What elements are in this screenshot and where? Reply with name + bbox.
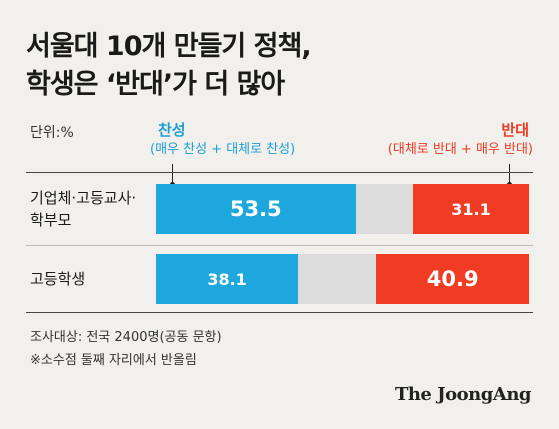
bar-segment-oppose: 40.9: [376, 254, 529, 304]
legend-support-name: 찬성: [158, 121, 186, 139]
chart-title: 서울대 10개 만들기 정책, 학생은 ‘반대’가 더 많아: [26, 28, 312, 104]
legend-oppose-leader: [509, 164, 510, 184]
row-divider: [26, 245, 533, 246]
bar-segment-neutral: [298, 254, 377, 304]
bar-segment-neutral: [355, 184, 413, 234]
bar-segment-support: 38.1: [156, 254, 299, 304]
category-label-line: 고등학생: [30, 270, 86, 288]
legend-oppose: 반대 (대체로 반대 + 매우 반대): [388, 120, 533, 160]
legend-oppose-name: 반대: [501, 121, 529, 139]
chart-bottom-divider: [26, 312, 533, 313]
category-label: 고등학생: [30, 268, 85, 290]
legend-support-desc: (매우 찬성 + 대체로 찬성): [150, 142, 296, 157]
bar-segment-oppose: 31.1: [412, 184, 529, 234]
brand-logo: The JoongAng: [394, 384, 532, 405]
category-label: 기업체·고등교사· 학부모: [30, 187, 136, 231]
footnote-rounding: ※소수점 둘째 자리에서 반올림: [30, 353, 197, 368]
bar-segment-support: 53.5: [156, 184, 356, 234]
footnote-survey: 조사대상: 전국 2400명(공동 문항): [30, 330, 222, 345]
stacked-bar: 53.5 31.1: [156, 184, 529, 234]
legend-support-leader: [172, 164, 173, 184]
chart-top-divider: [26, 172, 533, 173]
title-line-2: 학생은 ‘반대’가 더 많아: [26, 69, 285, 100]
title-line-1: 서울대 10개 만들기 정책,: [26, 31, 312, 62]
stacked-bar: 38.1 40.9: [156, 254, 529, 304]
unit-label: 단위:%: [30, 125, 74, 141]
category-label-line: 기업체·고등교사·: [30, 189, 137, 207]
legend-support: 찬성 (매우 찬성 + 대체로 찬성): [150, 120, 295, 160]
legend-oppose-desc: (대체로 반대 + 매우 반대): [387, 142, 533, 157]
category-label-line: 학부모: [30, 211, 72, 229]
